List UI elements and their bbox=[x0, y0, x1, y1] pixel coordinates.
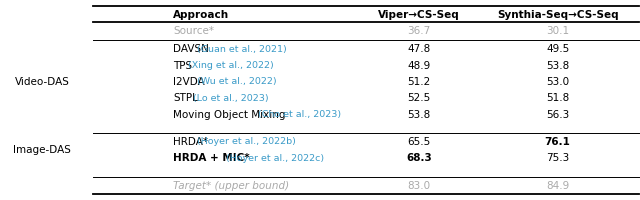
Text: HRDA + MIC*: HRDA + MIC* bbox=[173, 152, 250, 162]
Text: 68.3: 68.3 bbox=[406, 152, 432, 162]
Text: 51.2: 51.2 bbox=[407, 77, 431, 87]
Text: DAVSN: DAVSN bbox=[173, 44, 209, 54]
Text: 53.0: 53.0 bbox=[546, 77, 569, 87]
Text: 83.0: 83.0 bbox=[408, 180, 431, 190]
Text: Moving Object Mixing: Moving Object Mixing bbox=[173, 109, 285, 119]
Text: Synthia-Seq→CS-Seq: Synthia-Seq→CS-Seq bbox=[497, 10, 618, 20]
Text: (Xing et al., 2022): (Xing et al., 2022) bbox=[186, 61, 274, 70]
Text: (Wu et al., 2022): (Wu et al., 2022) bbox=[194, 77, 276, 86]
Text: 52.5: 52.5 bbox=[407, 93, 431, 103]
Text: STPL: STPL bbox=[173, 93, 198, 103]
Text: 47.8: 47.8 bbox=[407, 44, 431, 54]
Text: (Lo et al., 2023): (Lo et al., 2023) bbox=[189, 93, 268, 102]
Text: Approach: Approach bbox=[173, 10, 229, 20]
Text: 65.5: 65.5 bbox=[407, 136, 431, 146]
Text: 75.3: 75.3 bbox=[546, 152, 569, 162]
Text: 53.8: 53.8 bbox=[407, 109, 431, 119]
Text: (Hoyer et al., 2022c): (Hoyer et al., 2022c) bbox=[223, 153, 324, 162]
Text: 36.7: 36.7 bbox=[407, 26, 431, 36]
Text: 49.5: 49.5 bbox=[546, 44, 569, 54]
Text: (Cho et al., 2023): (Cho et al., 2023) bbox=[255, 110, 342, 119]
Text: I2VDA: I2VDA bbox=[173, 77, 205, 87]
Text: 48.9: 48.9 bbox=[407, 60, 431, 70]
Text: 53.8: 53.8 bbox=[546, 60, 569, 70]
Text: Video-DAS: Video-DAS bbox=[15, 77, 70, 87]
Text: HRDA*: HRDA* bbox=[173, 136, 208, 146]
Text: Source*: Source* bbox=[173, 26, 214, 36]
Text: 51.8: 51.8 bbox=[546, 93, 569, 103]
Text: Image-DAS: Image-DAS bbox=[13, 144, 71, 154]
Text: (Guan et al., 2021): (Guan et al., 2021) bbox=[194, 45, 287, 53]
Text: (Hoyer et al., 2022b): (Hoyer et al., 2022b) bbox=[194, 137, 296, 145]
Text: 30.1: 30.1 bbox=[546, 26, 569, 36]
Text: Viper→CS-Seq: Viper→CS-Seq bbox=[378, 10, 460, 20]
Text: TPS: TPS bbox=[173, 60, 192, 70]
Text: 84.9: 84.9 bbox=[546, 180, 569, 190]
Text: 76.1: 76.1 bbox=[545, 136, 570, 146]
Text: Target* (upper bound): Target* (upper bound) bbox=[173, 180, 289, 190]
Text: 56.3: 56.3 bbox=[546, 109, 569, 119]
